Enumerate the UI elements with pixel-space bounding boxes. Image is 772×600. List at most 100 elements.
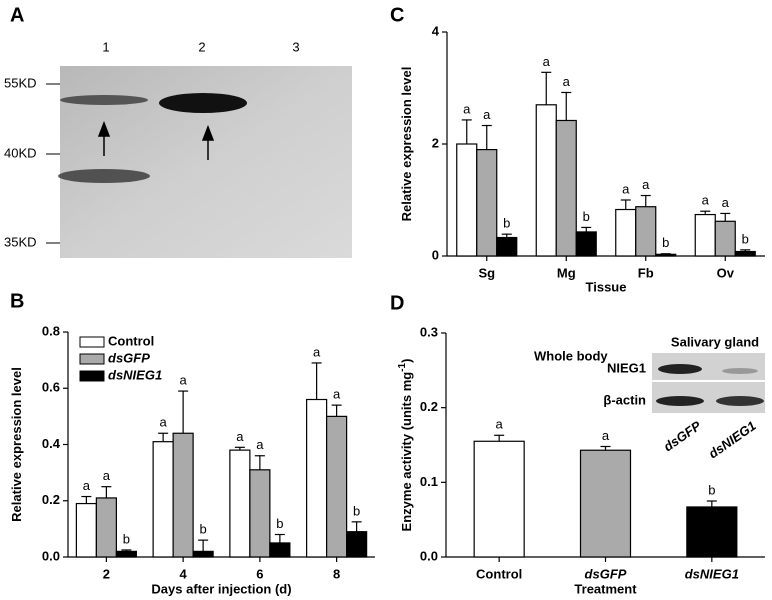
bar xyxy=(152,441,174,558)
significance-label: a xyxy=(313,344,321,359)
x-tick-label: 2 xyxy=(103,566,110,581)
y-axis-label: Relative expression level xyxy=(399,67,414,222)
bar xyxy=(694,213,716,257)
x-tick-label: Control xyxy=(476,566,522,581)
bar xyxy=(535,104,557,257)
bar xyxy=(655,253,677,257)
legend-swatch xyxy=(79,336,105,348)
bar xyxy=(346,531,368,558)
bar xyxy=(456,143,478,257)
significance-label: b xyxy=(742,231,749,246)
significance-label: a xyxy=(83,478,91,493)
significance-label: b xyxy=(583,209,590,224)
y-tick-label: 0.1 xyxy=(420,474,438,489)
lane-label: 2 xyxy=(198,39,205,54)
y-tick-label: 0.0 xyxy=(42,548,60,563)
bar xyxy=(615,208,637,257)
bar xyxy=(473,440,525,558)
y-axis-label-text: Relative expression level xyxy=(9,367,24,522)
y-axis-label-text: Relative expression level xyxy=(399,67,414,222)
inset-band xyxy=(658,364,702,374)
x-tick-label: 8 xyxy=(333,566,340,581)
bar xyxy=(326,415,348,558)
bar xyxy=(269,542,291,558)
inset-band xyxy=(716,396,764,406)
y-tick-label: 0.2 xyxy=(420,399,438,414)
significance-label: a xyxy=(463,101,471,116)
significance-label: b xyxy=(276,516,283,531)
y-tick-label: 0.6 xyxy=(42,380,60,395)
y-axis-label-sup: -1 xyxy=(397,362,408,371)
y-tick-label: 0 xyxy=(432,247,439,262)
band xyxy=(159,93,247,113)
y-tick-label: 2 xyxy=(432,135,439,150)
legend-swatch xyxy=(79,370,105,382)
legend-label: dsGFP xyxy=(108,350,150,365)
bar xyxy=(95,497,117,558)
x-axis-label: Tissue xyxy=(586,279,627,294)
annotation: Whole body xyxy=(534,348,608,363)
panel-label: B xyxy=(10,290,24,312)
bar xyxy=(75,502,97,558)
significance-label: a xyxy=(563,74,571,89)
significance-label: b xyxy=(200,522,207,537)
bar xyxy=(714,220,736,257)
legend-label: dsNIEG1 xyxy=(108,367,162,382)
inset-column-label: dsGFP xyxy=(661,418,704,455)
x-tick-label: dsGFP xyxy=(585,566,627,581)
x-tick-label: 4 xyxy=(180,566,188,581)
significance-label: a xyxy=(180,373,188,388)
bar xyxy=(476,149,498,257)
significance-label: b xyxy=(123,531,130,546)
panel-label: D xyxy=(390,292,404,314)
band xyxy=(60,95,148,105)
legend-label: Control xyxy=(108,333,154,348)
significance-label: a xyxy=(236,429,244,444)
significance-label: b xyxy=(353,503,360,518)
significance-label: a xyxy=(722,195,730,210)
y-axis-label: Relative expression level xyxy=(9,367,24,522)
inset-row-label: β-actin xyxy=(603,392,646,407)
marker-label: 40KD xyxy=(4,145,37,160)
significance-label: a xyxy=(103,468,111,483)
panel-label: C xyxy=(390,4,404,26)
x-tick-label: Mg xyxy=(557,265,576,280)
inset-band xyxy=(722,368,758,374)
arrows xyxy=(97,120,215,160)
significance-label: a xyxy=(702,193,710,208)
y-axis-label: Enzyme activity (units mg-1) xyxy=(397,359,415,532)
legend-swatch xyxy=(79,353,105,365)
inset-row-label: NIEG1 xyxy=(607,360,646,375)
significance-label: b xyxy=(503,216,510,231)
y-axis-label-end: ) xyxy=(399,359,414,363)
x-tick-label: Ov xyxy=(717,265,735,280)
bar xyxy=(635,206,657,257)
bar xyxy=(192,550,214,558)
bar xyxy=(579,449,632,558)
y-tick-label: 0.3 xyxy=(420,324,438,339)
significance-label: a xyxy=(160,415,168,430)
bar xyxy=(249,469,271,558)
significance-label: a xyxy=(496,417,504,432)
marker-ticks xyxy=(46,83,60,244)
x-axis-label: Treatment xyxy=(574,581,637,596)
significance-label: a xyxy=(602,428,610,443)
y-tick-label: 0.4 xyxy=(42,436,61,451)
significance-label: a xyxy=(333,387,341,402)
y-tick-label: 0.8 xyxy=(42,323,60,338)
marker-label: 35KD xyxy=(4,234,37,249)
lane-label: 3 xyxy=(292,39,299,54)
bar xyxy=(115,550,137,558)
bar xyxy=(686,506,738,558)
y-tick-label: 0.0 xyxy=(420,548,438,563)
y-tick-label: 0.2 xyxy=(42,492,60,507)
x-tick-label: dsNIEG1 xyxy=(685,566,739,581)
x-tick-label: Fb xyxy=(638,265,654,280)
significance-label: b xyxy=(662,235,669,250)
bar xyxy=(555,119,577,257)
y-tick-label: 4 xyxy=(432,23,440,38)
significance-label: a xyxy=(642,177,650,192)
x-tick-label: Sg xyxy=(478,265,495,280)
bar xyxy=(229,449,251,558)
band xyxy=(58,169,150,183)
